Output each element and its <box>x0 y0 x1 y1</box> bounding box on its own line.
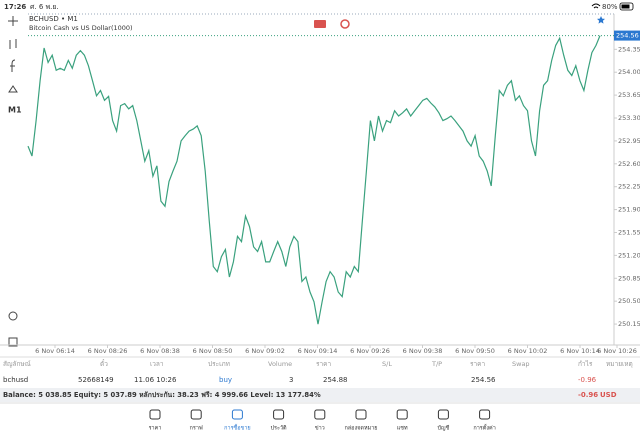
x-tick-label: 6 Nov 10:14 <box>560 347 600 355</box>
tab-label[interactable]: กราฟ <box>190 425 203 432</box>
tab-icon[interactable] <box>396 409 408 420</box>
y-tick-label: 250.85 <box>618 274 640 282</box>
cell-type: buy <box>219 376 232 384</box>
tab-label[interactable]: ราคา <box>149 426 162 432</box>
indicators-icon[interactable] <box>10 59 16 72</box>
tab-label[interactable]: บัญชี <box>437 425 449 432</box>
balance-profit: -0.96 <box>578 391 598 399</box>
cell-open-price: 254.88 <box>323 376 348 384</box>
balance-currency: USD <box>600 391 617 399</box>
column-header: Volume <box>268 360 292 368</box>
y-tick-label: 252.60 <box>618 160 640 168</box>
y-tick-label: 250.50 <box>618 297 640 305</box>
current-price-badge <box>614 30 640 41</box>
y-tick-label: 251.55 <box>618 228 640 236</box>
y-tick-label: 254.00 <box>618 68 640 76</box>
column-header: ตั๋ว <box>100 359 108 368</box>
zoom-icon[interactable] <box>8 311 18 321</box>
balance-bar <box>0 388 640 402</box>
cell-symbol: bchusd <box>3 376 28 384</box>
y-tick-label: 254.35 <box>618 45 640 53</box>
tab-icon[interactable] <box>437 409 449 420</box>
tab-label[interactable]: กล่องจดหมาย <box>344 426 377 432</box>
plot-area: 254.35 254.00 253.65 253.30 252.95 252.60 252.… <box>27 30 640 355</box>
add-icon[interactable] <box>8 337 18 347</box>
y-tick-label: 251.20 <box>618 251 640 259</box>
x-tick-label: 6 Nov 09:50 <box>455 347 495 355</box>
y-tick-label: 251.90 <box>618 206 640 214</box>
x-tick-label: 6 Nov 08:50 <box>193 347 233 355</box>
tab-label[interactable]: การตั้งค่า <box>473 424 495 432</box>
tab-icon[interactable] <box>355 409 367 420</box>
cell-volume: 3 <box>289 376 293 384</box>
sell-button[interactable] <box>314 20 326 28</box>
left-toolbar <box>8 16 18 347</box>
tab-icon[interactable] <box>149 409 161 420</box>
chart-symbol: BCHUSD • M1 <box>29 15 78 23</box>
battery-level: 80% <box>602 3 618 11</box>
x-tick-label: 6 Nov 09:14 <box>298 347 338 355</box>
tab-icon[interactable] <box>190 409 202 420</box>
tab-icon[interactable] <box>314 409 326 420</box>
table-header: สัญลักษณ์ ตั๋ว เวลา ประเภท Volume ราคา S/L T/P ร… <box>3 359 633 368</box>
tab-icon[interactable] <box>273 409 285 420</box>
column-header: ราคา <box>316 360 331 368</box>
favorite-icon[interactable] <box>597 16 605 24</box>
x-tick-label: 6 Nov 09:26 <box>350 347 390 355</box>
crosshair-icon[interactable] <box>8 16 18 26</box>
tab-label[interactable]: ข่าว <box>315 426 325 432</box>
cell-profit: -0.96 <box>578 376 597 384</box>
y-tick-label: 252.25 <box>618 183 640 191</box>
wifi-icon <box>591 3 601 9</box>
battery-icon <box>619 2 634 11</box>
objects-icon[interactable] <box>8 85 18 93</box>
column-header: กำไร <box>578 360 593 368</box>
x-tick-label: 6 Nov 09:02 <box>245 347 285 355</box>
cell-price: 254.56 <box>471 376 496 384</box>
chart-type-icon[interactable] <box>9 39 17 49</box>
column-header: หมายเหตุ <box>606 360 633 368</box>
column-header: ราคา <box>470 360 485 368</box>
y-tick-label: 253.30 <box>618 114 640 122</box>
tab-label[interactable]: การซื้อขาย <box>224 424 250 432</box>
balance-text: Balance: 5 038.85 Equity: 5 037.89 หลักป… <box>3 391 321 399</box>
current-price-label: 254.56 <box>616 32 639 40</box>
column-header: ประเภท <box>208 360 230 368</box>
x-tick-label: 6 Nov 06:14 <box>35 347 75 355</box>
battery-fill <box>621 4 630 9</box>
buy-button[interactable] <box>340 19 350 29</box>
timeframe-button[interactable]: M1 <box>8 106 22 115</box>
tab-bar: ราคา กราฟ การซื้อขาย ประวัติ ข่าว กล่องจดหมาย… <box>149 409 496 432</box>
y-tick-label: 252.95 <box>618 137 640 145</box>
chart-description: Bitcoin Cash vs US Dollar(1000) <box>29 24 133 32</box>
y-tick-label: 250.15 <box>618 320 640 328</box>
cell-time: 11.06 10:26 <box>134 376 177 384</box>
cell-ticket: 52668149 <box>78 376 114 384</box>
column-header: T/P <box>431 360 442 368</box>
tab-label[interactable]: แชท <box>397 425 408 432</box>
column-header: เวลา <box>150 360 164 368</box>
x-tick-label: 6 Nov 10:26 <box>597 347 637 355</box>
x-tick-label: 6 Nov 08:26 <box>88 347 128 355</box>
tab-label[interactable]: ประวัติ <box>271 425 287 432</box>
x-tick-label: 6 Nov 10:02 <box>508 347 548 355</box>
x-tick-label: 6 Nov 09:38 <box>403 347 443 355</box>
column-header: Swap <box>512 360 530 368</box>
tab-icon[interactable] <box>479 409 491 420</box>
status-date: ศ. 6 พ.ย. <box>30 3 59 11</box>
column-header: S/L <box>382 360 392 368</box>
price-line <box>27 35 601 325</box>
x-tick-label: 6 Nov 08:38 <box>140 347 180 355</box>
tab-icon[interactable] <box>231 409 243 420</box>
column-header: สัญลักษณ์ <box>3 360 31 368</box>
status-time: 17:26 <box>4 3 26 11</box>
y-tick-label: 253.65 <box>618 91 640 99</box>
